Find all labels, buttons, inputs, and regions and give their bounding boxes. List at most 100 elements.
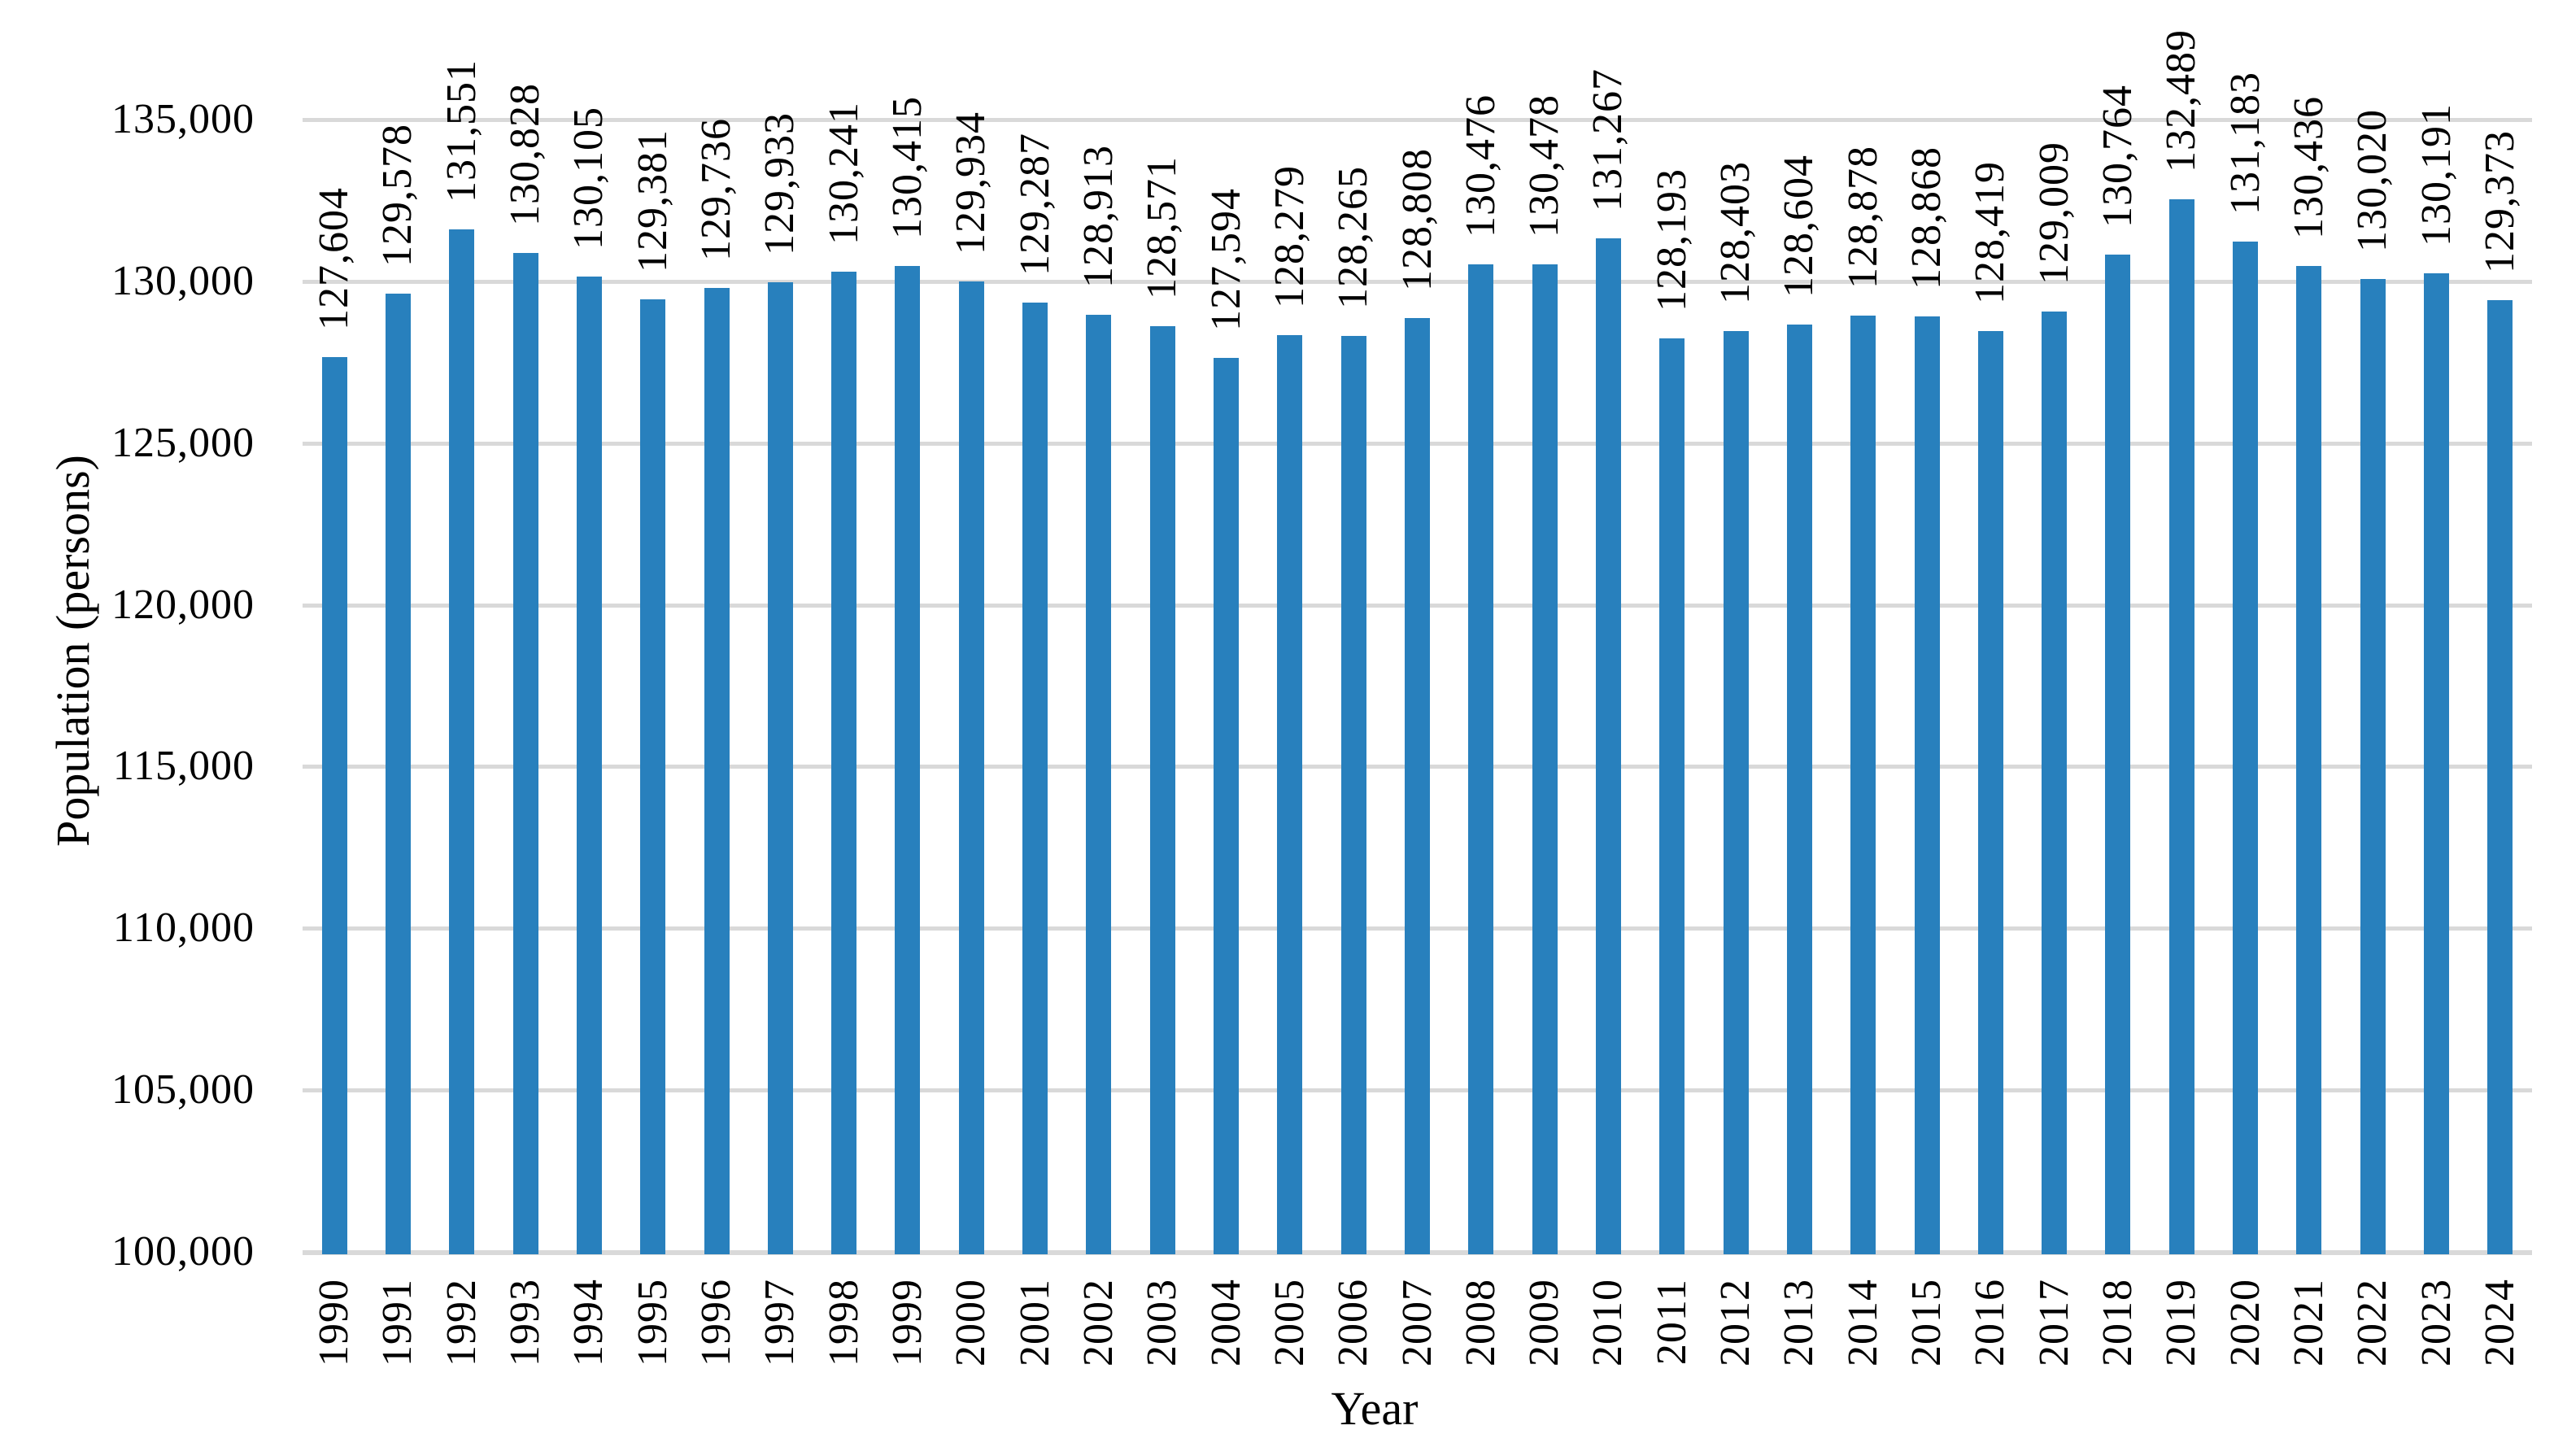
bar <box>1150 326 1175 1254</box>
bar <box>449 229 474 1254</box>
bar <box>1915 316 1940 1254</box>
bar-value-label: 131,183 <box>2222 72 2269 215</box>
x-tick-label: 2024 <box>2477 1279 2523 1367</box>
x-tick-label: 2022 <box>2349 1279 2395 1367</box>
bar-value-label: 131,267 <box>1584 68 1631 211</box>
bar-value-label: 128,868 <box>1903 146 1950 290</box>
bar <box>2169 199 2194 1254</box>
bar-value-label: 130,764 <box>2094 85 2141 228</box>
bar <box>1277 335 1302 1254</box>
bar <box>1596 238 1621 1254</box>
bar-value-label: 129,934 <box>948 111 994 255</box>
bar-value-label: 129,381 <box>630 129 676 272</box>
x-tick-label: 1992 <box>438 1279 485 1367</box>
bar <box>2105 255 2130 1254</box>
x-tick-label: 2020 <box>2222 1279 2269 1367</box>
x-tick-label: 1996 <box>693 1279 739 1367</box>
x-tick-label: 2006 <box>1330 1279 1376 1367</box>
bar <box>1022 303 1048 1254</box>
bar-value-label: 129,578 <box>374 124 421 267</box>
x-tick-label: 1991 <box>374 1279 421 1367</box>
x-tick-label: 2003 <box>1139 1279 1185 1367</box>
bar <box>2424 273 2449 1254</box>
x-tick-label: 1997 <box>756 1279 803 1367</box>
gridline <box>303 280 2532 284</box>
x-tick-label: 1998 <box>821 1279 867 1367</box>
bar <box>577 277 602 1254</box>
bar-value-label: 128,419 <box>1967 161 2013 304</box>
bar-value-label: 131,551 <box>438 59 485 203</box>
x-tick-label: 2021 <box>2286 1279 2332 1367</box>
x-tick-label: 1993 <box>502 1279 548 1367</box>
bar-value-label: 128,265 <box>1330 166 1376 309</box>
bar <box>1850 316 1876 1254</box>
bar <box>1978 331 2003 1254</box>
x-tick-label: 1994 <box>565 1279 612 1367</box>
x-tick-label: 2002 <box>1075 1279 1122 1367</box>
x-tick-label: 2012 <box>1712 1279 1759 1367</box>
bar <box>895 266 920 1254</box>
bar <box>1086 315 1111 1254</box>
bar <box>1468 264 1493 1254</box>
x-tick-label: 2018 <box>2094 1279 2141 1367</box>
bar <box>1532 264 1558 1254</box>
x-axis-title: Year <box>1331 1382 1419 1435</box>
x-tick-label: 2017 <box>2031 1279 2077 1367</box>
y-tick-label: 105,000 <box>111 1066 255 1113</box>
bar <box>1659 338 1685 1254</box>
y-tick-label: 135,000 <box>111 96 255 142</box>
bar <box>2233 242 2258 1254</box>
bar <box>640 299 665 1254</box>
x-tick-label: 1995 <box>630 1279 676 1367</box>
bar <box>386 294 411 1254</box>
bar-value-label: 132,489 <box>2158 29 2204 172</box>
y-tick-label: 120,000 <box>111 582 255 628</box>
y-tick-label: 110,000 <box>112 905 255 951</box>
bar <box>2360 279 2386 1254</box>
x-tick-label: 2019 <box>2158 1279 2204 1367</box>
x-tick-label: 1999 <box>884 1279 931 1367</box>
bar-value-label: 128,604 <box>1776 155 1822 298</box>
x-tick-label: 2013 <box>1776 1279 1822 1367</box>
bar-value-label: 130,828 <box>502 83 548 226</box>
x-tick-label: 2014 <box>1840 1279 1886 1367</box>
bar-value-label: 130,436 <box>2286 96 2332 239</box>
bar-value-label: 130,478 <box>1521 94 1567 238</box>
y-tick-label: 100,000 <box>111 1228 255 1275</box>
bar <box>1341 336 1366 1254</box>
bar-value-label: 130,105 <box>565 107 612 250</box>
bar <box>704 288 730 1254</box>
y-tick-label: 130,000 <box>111 258 255 304</box>
y-tick-label: 125,000 <box>111 420 255 466</box>
bar-value-label: 128,193 <box>1649 168 1695 312</box>
bar-value-label: 129,287 <box>1012 133 1058 276</box>
bar-value-label: 129,373 <box>2477 130 2523 273</box>
bar <box>1724 331 1749 1254</box>
x-tick-label: 2010 <box>1584 1279 1631 1367</box>
bar-value-label: 128,403 <box>1712 161 1759 304</box>
x-tick-label: 1990 <box>311 1279 357 1367</box>
bar-value-label: 130,191 <box>2413 103 2460 246</box>
y-tick-label: 115,000 <box>112 743 255 789</box>
bar-value-label: 130,476 <box>1458 94 1504 238</box>
bar <box>959 281 984 1254</box>
bar-value-label: 128,808 <box>1394 148 1440 291</box>
bar <box>2042 312 2067 1254</box>
bar <box>768 282 793 1254</box>
bar <box>2296 266 2321 1254</box>
x-tick-label: 2000 <box>948 1279 994 1367</box>
bar <box>831 272 856 1254</box>
bar-value-label: 130,241 <box>821 102 867 245</box>
bar-value-label: 128,878 <box>1840 146 1886 289</box>
x-tick-label: 2015 <box>1903 1279 1950 1367</box>
bar-value-label: 128,279 <box>1266 165 1313 308</box>
bar <box>2487 300 2513 1254</box>
bar-value-label: 128,571 <box>1139 156 1185 299</box>
x-tick-label: 2011 <box>1649 1279 1695 1366</box>
bar-value-label: 127,604 <box>311 187 357 330</box>
bar-value-label: 130,020 <box>2349 109 2395 252</box>
bar <box>513 253 538 1254</box>
bar-value-label: 128,913 <box>1075 145 1122 288</box>
x-tick-label: 2009 <box>1521 1279 1567 1367</box>
